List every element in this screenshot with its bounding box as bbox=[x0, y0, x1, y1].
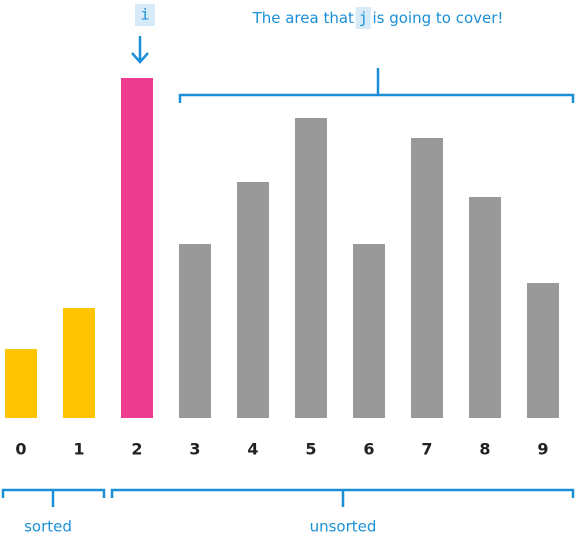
code-box bbox=[355, 7, 371, 29]
cover-text: The area that j is going to cover! bbox=[252, 9, 504, 27]
x-tick-label: 4 bbox=[247, 440, 258, 459]
bar bbox=[121, 78, 153, 418]
x-tick-label: 5 bbox=[305, 440, 316, 459]
bar bbox=[237, 182, 269, 418]
bar bbox=[527, 283, 559, 418]
x-tick-label: 7 bbox=[421, 440, 432, 459]
pointer-arrow bbox=[131, 36, 149, 64]
bar bbox=[5, 349, 37, 418]
x-tick-label: 3 bbox=[189, 440, 200, 459]
bar bbox=[63, 308, 95, 418]
x-tick-label: 9 bbox=[537, 440, 548, 459]
unsorted-bracket bbox=[110, 488, 575, 507]
x-tick-label: 1 bbox=[73, 440, 84, 459]
code-box bbox=[135, 4, 155, 26]
cover-text-part: The area that bbox=[252, 9, 359, 27]
bar bbox=[353, 244, 385, 418]
x-tick-label: 6 bbox=[363, 440, 374, 459]
cover-text-part: is going to cover! bbox=[368, 9, 504, 27]
x-tick-label: 0 bbox=[15, 440, 26, 459]
x-tick-label: 8 bbox=[479, 440, 490, 459]
bar bbox=[469, 197, 501, 418]
cover-bracket bbox=[178, 68, 575, 103]
pointer-label: i bbox=[140, 6, 149, 24]
bar bbox=[179, 244, 211, 418]
x-tick-label: 2 bbox=[131, 440, 142, 459]
sorted-bracket bbox=[1, 488, 106, 507]
unsorted-label: unsorted bbox=[310, 518, 377, 536]
cover-text-code: j bbox=[359, 9, 368, 27]
bar bbox=[295, 118, 327, 418]
sorted-label: sorted bbox=[24, 518, 72, 536]
bar bbox=[411, 138, 443, 418]
